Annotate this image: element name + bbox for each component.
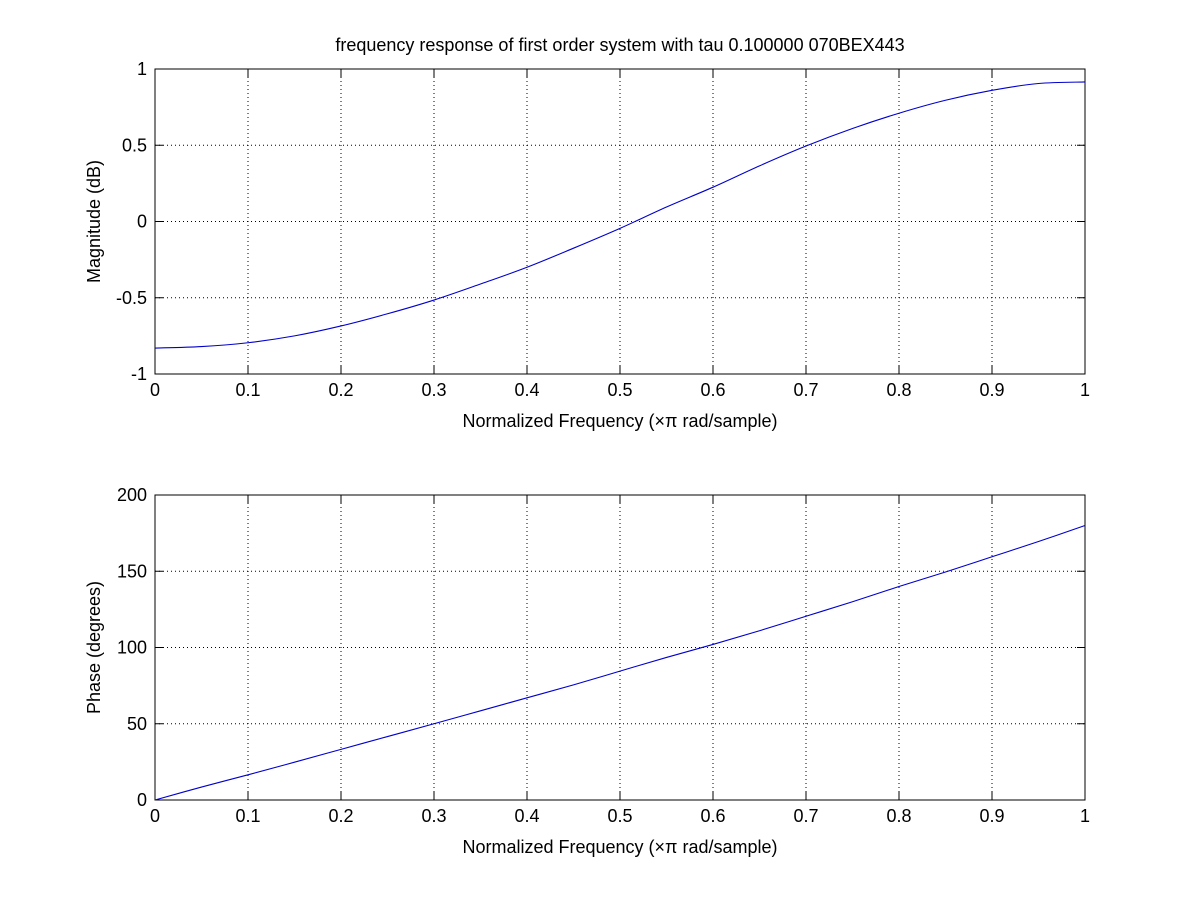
phase-x-tick-label: 0.7 — [793, 806, 818, 826]
phase-x-tick-label: 0.1 — [235, 806, 260, 826]
phase-x-tick-label: 0.2 — [328, 806, 353, 826]
magnitude-series-line — [154, 81, 1086, 349]
phase-y-tick-label: 50 — [127, 714, 147, 734]
phase-x-axis-label: Normalized Frequency (×π rad/sample) — [462, 837, 777, 857]
phase-y-tick-label: 0 — [137, 790, 147, 810]
phase-y-tick-label: 200 — [117, 485, 147, 505]
magnitude-x-tick-label: 0.2 — [328, 380, 353, 400]
magnitude-ticks — [154, 68, 1086, 375]
magnitude-y-tick-label: -0.5 — [116, 288, 147, 308]
magnitude-x-tick-label: 0 — [150, 380, 160, 400]
phase-x-tick-label: 0.6 — [700, 806, 725, 826]
phase-x-tick-label: 0 — [150, 806, 160, 826]
magnitude-y-axis-label: Magnitude (dB) — [84, 160, 104, 283]
magnitude-x-tick-label: 0.8 — [886, 380, 911, 400]
phase-x-tick-label: 1 — [1080, 806, 1090, 826]
magnitude-x-tick-label: 0.6 — [700, 380, 725, 400]
magnitude-plot: 0 0.1 0.2 0.3 0.4 0.5 0.6 0.7 0.8 0.9 1 -1 -0.5 0 0.5 1… — [84, 59, 1090, 431]
magnitude-x-tick-label: 0.5 — [607, 380, 632, 400]
phase-x-tick-label: 0.4 — [514, 806, 539, 826]
magnitude-y-tick-label: 0.5 — [122, 135, 147, 155]
phase-y-tick-label: 150 — [117, 561, 147, 581]
magnitude-tick-labels: 0 0.1 0.2 0.3 0.4 0.5 0.6 0.7 0.8 0.9 1 -1 -0.5 0 0.5 1 — [116, 59, 1090, 400]
phase-x-tick-label: 0.3 — [421, 806, 446, 826]
magnitude-x-tick-label: 0.9 — [979, 380, 1004, 400]
figure-title: frequency response of first order system… — [335, 35, 904, 55]
magnitude-x-tick-label: 0.4 — [514, 380, 539, 400]
phase-ticks — [154, 494, 1086, 801]
magnitude-grid — [155, 69, 1085, 374]
phase-grid — [155, 495, 1085, 800]
magnitude-y-tick-label: 1 — [137, 59, 147, 79]
magnitude-y-tick-label: -1 — [131, 364, 147, 384]
magnitude-x-tick-label: 1 — [1080, 380, 1090, 400]
phase-tick-labels: 0 0.1 0.2 0.3 0.4 0.5 0.6 0.7 0.8 0.9 1 0 50 100 150 20… — [117, 485, 1090, 826]
magnitude-x-tick-label: 0.1 — [235, 380, 260, 400]
phase-series-line — [154, 524, 1086, 801]
magnitude-y-tick-label: 0 — [137, 212, 147, 232]
phase-plot: 0 0.1 0.2 0.3 0.4 0.5 0.6 0.7 0.8 0.9 1 0 50 100 150 20… — [84, 485, 1090, 857]
phase-x-tick-label: 0.5 — [607, 806, 632, 826]
magnitude-x-axis-label: Normalized Frequency (×π rad/sample) — [462, 411, 777, 431]
magnitude-x-tick-label: 0.7 — [793, 380, 818, 400]
phase-x-tick-label: 0.9 — [979, 806, 1004, 826]
phase-x-tick-label: 0.8 — [886, 806, 911, 826]
phase-y-axis-label: Phase (degrees) — [84, 581, 104, 714]
magnitude-x-tick-label: 0.3 — [421, 380, 446, 400]
phase-y-tick-label: 100 — [117, 638, 147, 658]
